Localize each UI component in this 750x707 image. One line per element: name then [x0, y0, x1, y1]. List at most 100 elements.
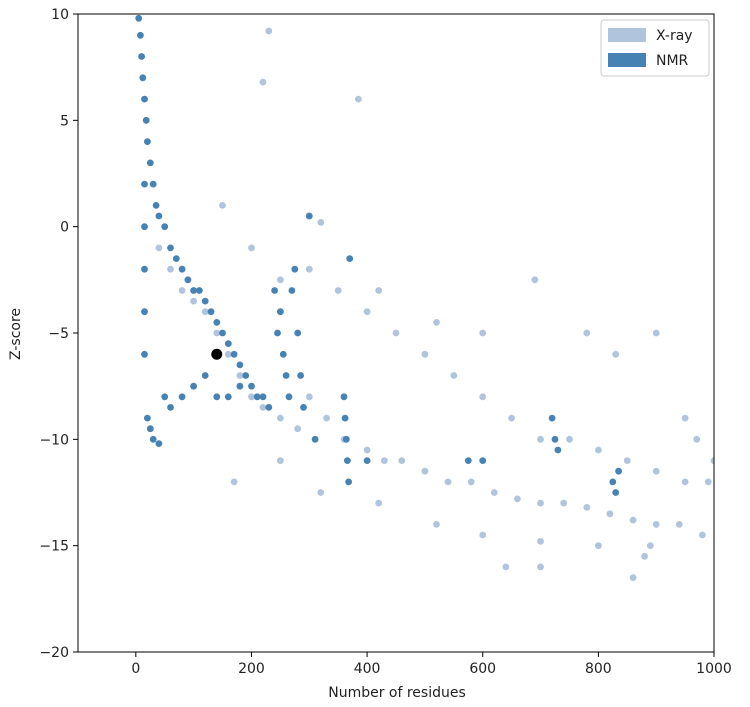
data-point [641, 552, 648, 560]
data-point [172, 255, 180, 262]
data-point [178, 393, 186, 401]
data-point [560, 499, 568, 507]
data-point [537, 563, 544, 571]
data-point [583, 329, 591, 337]
data-point [479, 393, 487, 401]
data-point [363, 308, 371, 316]
data-point [213, 393, 221, 401]
data-point [305, 393, 313, 401]
data-point [265, 27, 273, 35]
data-point [699, 531, 706, 539]
data-point [704, 478, 712, 486]
data-point [300, 404, 307, 411]
data-point [433, 319, 440, 326]
data-point [652, 329, 660, 337]
data-point [224, 340, 232, 347]
data-point [317, 219, 325, 226]
x-tick-label: 400 [354, 661, 381, 677]
y-tick-label: −15 [39, 539, 69, 555]
data-point [612, 350, 620, 358]
series-x-ray [155, 27, 714, 581]
data-point [277, 308, 284, 316]
data-point [433, 521, 440, 528]
data-point [155, 440, 163, 447]
data-point [514, 495, 521, 503]
data-point [230, 350, 238, 358]
data-point [629, 574, 637, 581]
data-point [144, 138, 151, 146]
data-point [342, 435, 350, 443]
data-point [531, 276, 539, 284]
data-point [259, 78, 267, 86]
data-point [141, 223, 148, 231]
data-point [213, 319, 221, 326]
data-point [652, 521, 660, 528]
data-point [146, 425, 154, 433]
x-axis-label: Number of residues [328, 685, 466, 701]
data-point [609, 478, 617, 486]
data-point [167, 244, 174, 252]
data-point [305, 212, 313, 220]
data-point [178, 265, 186, 273]
data-point [615, 467, 622, 475]
data-point [355, 95, 362, 103]
data-point [363, 446, 371, 454]
data-point [444, 478, 452, 486]
data-point [464, 457, 472, 464]
data-point [201, 372, 209, 379]
data-point [144, 414, 151, 422]
data-point [279, 350, 287, 358]
data-point [629, 516, 637, 524]
data-point [201, 308, 209, 316]
data-point [190, 382, 198, 390]
data-point [135, 14, 143, 22]
data-point [421, 350, 429, 358]
data-point [142, 116, 150, 124]
data-point [141, 180, 148, 188]
data-point [291, 265, 299, 273]
data-point [149, 180, 157, 188]
data-point [236, 361, 244, 369]
data-point [277, 414, 284, 422]
data-point [167, 404, 174, 411]
data-point [288, 287, 296, 294]
data-point [479, 531, 487, 539]
data-point [282, 372, 290, 379]
data-point [363, 457, 371, 464]
legend: X-ray NMR [600, 19, 710, 77]
data-point [236, 372, 244, 379]
data-point [375, 287, 383, 294]
data-point [595, 542, 602, 550]
data-point [167, 265, 174, 273]
data-point [259, 393, 267, 401]
data-point [681, 414, 689, 422]
data-point [184, 276, 192, 284]
y-tick-label: −20 [39, 645, 69, 661]
data-point [196, 287, 203, 294]
data-point [219, 202, 226, 209]
data-point [294, 425, 302, 433]
y-tick-label: 10 [51, 7, 69, 23]
data-point [566, 435, 573, 443]
x-tick-label: 800 [585, 661, 612, 677]
data-point [161, 223, 169, 231]
data-point [224, 350, 232, 358]
data-point [311, 435, 319, 443]
data-point [274, 329, 281, 337]
data-point [190, 297, 198, 305]
legend-swatch-xray [608, 28, 646, 42]
data-point [334, 287, 342, 294]
data-point [508, 414, 515, 422]
data-point [146, 159, 154, 167]
y-tick-label: −10 [39, 432, 69, 448]
data-point [248, 393, 255, 401]
x-tick-label: 1000 [696, 661, 732, 677]
data-point [259, 404, 267, 411]
data-point [219, 329, 226, 337]
data-point [340, 393, 348, 401]
data-point [612, 489, 620, 496]
x-tick-label: 200 [238, 661, 265, 677]
data-point [141, 265, 148, 273]
data-point [271, 287, 278, 294]
data-point [317, 489, 325, 496]
